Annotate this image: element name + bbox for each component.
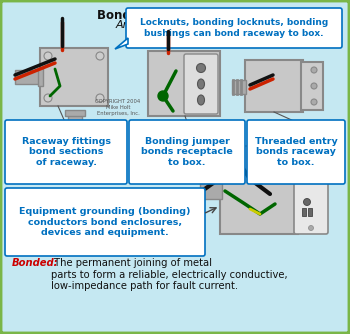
FancyBboxPatch shape: [148, 51, 220, 116]
Text: COPYRIGHT 2004
Mike Holt
Enterprises, Inc.: COPYRIGHT 2004 Mike Holt Enterprises, In…: [95, 99, 141, 116]
FancyBboxPatch shape: [5, 188, 205, 256]
Bar: [302, 208, 306, 216]
Circle shape: [303, 165, 310, 171]
Circle shape: [311, 67, 317, 73]
Circle shape: [96, 52, 104, 60]
Text: Locknuts, bonding locknuts, bonding
bushings can bond raceway to box.: Locknuts, bonding locknuts, bonding bush…: [140, 18, 328, 38]
Bar: [236, 79, 238, 95]
FancyBboxPatch shape: [126, 8, 342, 48]
Circle shape: [44, 52, 52, 60]
Ellipse shape: [197, 95, 204, 105]
Text: Threaded entry
bonds raceway
to box.: Threaded entry bonds raceway to box.: [255, 137, 337, 167]
Text: The permanent joining of metal
parts to form a reliable, electrically conductive: The permanent joining of metal parts to …: [51, 258, 288, 291]
FancyBboxPatch shape: [294, 146, 328, 234]
Text: Bonded:: Bonded:: [12, 258, 59, 268]
Bar: [240, 79, 242, 95]
Text: Raceway fittings
bond sections
of raceway.: Raceway fittings bond sections of racewa…: [21, 137, 111, 167]
Circle shape: [308, 225, 314, 230]
Bar: [38, 68, 43, 86]
Circle shape: [308, 152, 314, 157]
Bar: [308, 174, 312, 182]
Circle shape: [303, 198, 310, 205]
FancyBboxPatch shape: [184, 54, 218, 114]
Text: Equipment grounding (bonding)
conductors bond enclosures,
devices and equipment.: Equipment grounding (bonding) conductors…: [19, 207, 191, 237]
Circle shape: [311, 99, 317, 105]
Circle shape: [158, 91, 168, 101]
Bar: [68, 136, 82, 164]
FancyBboxPatch shape: [301, 62, 323, 110]
Ellipse shape: [197, 79, 204, 89]
FancyBboxPatch shape: [245, 60, 303, 112]
Bar: [68, 111, 82, 139]
Circle shape: [44, 94, 52, 102]
FancyBboxPatch shape: [129, 120, 245, 184]
FancyBboxPatch shape: [247, 120, 345, 184]
Bar: [15, 70, 41, 84]
Circle shape: [311, 83, 317, 89]
Text: Bonding jumper
bonds receptacle
to box.: Bonding jumper bonds receptacle to box.: [141, 137, 233, 167]
Bar: [65, 161, 85, 167]
Circle shape: [96, 94, 104, 102]
FancyBboxPatch shape: [5, 120, 127, 184]
FancyBboxPatch shape: [220, 146, 298, 234]
Bar: [65, 110, 85, 116]
Text: Bond, Bonded, Bonding: Bond, Bonded, Bonding: [97, 9, 253, 22]
Bar: [232, 80, 246, 94]
Bar: [308, 208, 312, 216]
Text: Article 100 Definition: Article 100 Definition: [116, 20, 234, 30]
Ellipse shape: [196, 63, 205, 72]
Polygon shape: [115, 38, 128, 49]
Bar: [200, 183, 222, 199]
Bar: [302, 174, 306, 182]
Bar: [65, 135, 85, 141]
FancyBboxPatch shape: [40, 48, 108, 106]
Bar: [232, 79, 234, 95]
